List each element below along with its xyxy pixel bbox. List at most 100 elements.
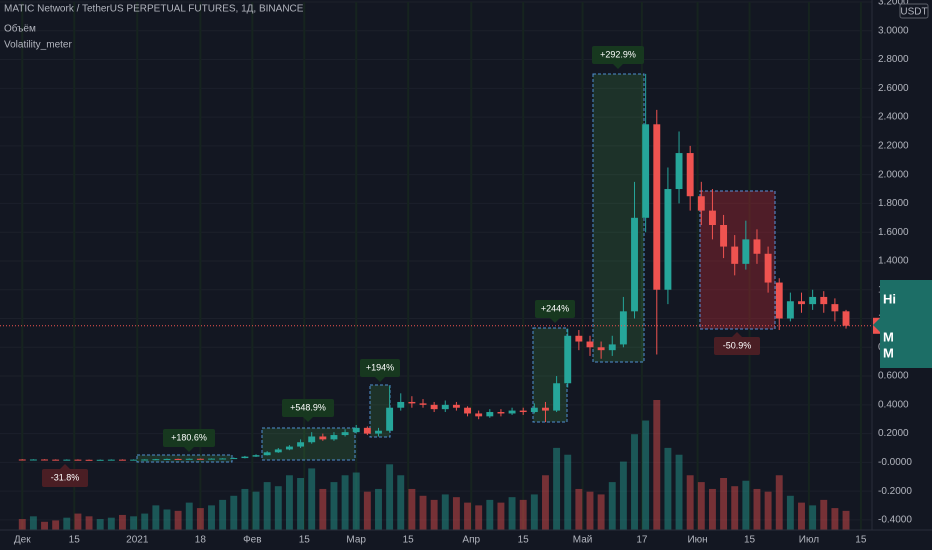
volume-bar bbox=[708, 488, 716, 530]
volume-bar bbox=[731, 486, 739, 530]
volume-bar bbox=[530, 494, 538, 530]
y-tick-label: 2.2000 bbox=[878, 141, 909, 152]
candle-body bbox=[553, 383, 561, 411]
candle-body bbox=[85, 459, 93, 461]
volume-bar bbox=[452, 497, 460, 530]
volume-bar bbox=[185, 502, 193, 530]
candle-body bbox=[330, 435, 338, 440]
volume-bar bbox=[475, 505, 483, 530]
candle-body bbox=[18, 459, 26, 461]
y-tick-label: 2.0000 bbox=[878, 169, 909, 180]
candle-body bbox=[475, 413, 483, 417]
candle-body bbox=[41, 459, 48, 461]
volume-bar bbox=[52, 520, 60, 530]
range-label-bg bbox=[535, 300, 575, 318]
candle-body bbox=[809, 296, 817, 305]
volume-bar bbox=[764, 491, 772, 530]
y-tick-label: 3.0000 bbox=[878, 25, 909, 36]
candle-body bbox=[352, 427, 360, 433]
candle-body bbox=[564, 335, 572, 384]
volume-bar bbox=[386, 464, 394, 530]
currency-label: USDT bbox=[900, 7, 927, 18]
candle-body bbox=[664, 189, 672, 290]
candle-body bbox=[786, 301, 794, 319]
range-label-bg bbox=[282, 399, 334, 417]
volume-bar bbox=[553, 447, 561, 530]
y-tick-label: 0.6000 bbox=[878, 371, 909, 382]
side-label-box bbox=[880, 280, 932, 368]
range-label: -50.9% bbox=[723, 340, 752, 350]
volume-bar bbox=[653, 400, 661, 530]
volume-bar bbox=[608, 482, 616, 530]
range-label-pointer bbox=[184, 447, 194, 452]
x-tick-label: Июн bbox=[687, 535, 707, 546]
x-tick-label: Апр bbox=[462, 535, 480, 546]
candle-body bbox=[252, 455, 260, 457]
x-tick-label: Май bbox=[573, 535, 593, 546]
y-tick-label: 2.8000 bbox=[878, 54, 909, 65]
candle-body bbox=[642, 124, 650, 218]
volume-bar bbox=[697, 482, 705, 530]
candle-body bbox=[831, 304, 839, 312]
candle-body bbox=[241, 456, 249, 459]
volume-bar bbox=[285, 475, 293, 530]
candle-body bbox=[464, 407, 471, 414]
side-label: Hi bbox=[883, 291, 896, 306]
candle-body bbox=[441, 404, 449, 410]
volume-bar bbox=[130, 516, 138, 530]
candle-body bbox=[397, 401, 405, 408]
candle-body bbox=[208, 458, 215, 460]
side-label-pointer bbox=[873, 318, 880, 332]
candle-body bbox=[753, 239, 761, 254]
range-label: +180.6% bbox=[171, 432, 207, 442]
candle-body bbox=[297, 442, 305, 447]
volume-bar bbox=[664, 447, 672, 530]
volume-bar bbox=[174, 510, 182, 530]
indicator-label: Объём bbox=[4, 23, 36, 35]
volume-bar bbox=[619, 461, 627, 530]
x-tick-label: Июл bbox=[799, 535, 819, 546]
candle-body bbox=[675, 153, 683, 190]
candle-body bbox=[842, 311, 850, 326]
volume-bar bbox=[352, 472, 360, 530]
volume-bar bbox=[397, 475, 405, 530]
volume-bar bbox=[464, 502, 471, 530]
candle-body bbox=[107, 459, 115, 461]
x-tick-label: 18 bbox=[195, 535, 207, 546]
volume-bar bbox=[85, 516, 93, 530]
x-tick-label: 15 bbox=[744, 535, 756, 546]
volume-bar bbox=[18, 519, 26, 530]
volume-bar bbox=[675, 454, 683, 530]
range-box bbox=[532, 327, 568, 423]
range-box bbox=[261, 427, 356, 461]
range-label-bg bbox=[42, 469, 88, 487]
volume-bar bbox=[686, 475, 694, 530]
candle-body bbox=[29, 459, 37, 461]
volume-bar bbox=[508, 497, 516, 530]
range-label-bg bbox=[714, 337, 760, 355]
candle-body bbox=[775, 282, 783, 319]
candle-body bbox=[285, 446, 293, 450]
range-label: +548.9% bbox=[290, 402, 326, 412]
volume-bar bbox=[820, 499, 828, 530]
volume-bar bbox=[575, 488, 583, 530]
volume-bar bbox=[831, 508, 839, 530]
range-label: +292.9% bbox=[600, 49, 636, 59]
candle-body bbox=[375, 430, 382, 434]
y-tick-label: -0.0000 bbox=[878, 457, 912, 468]
volume-bar bbox=[775, 475, 783, 530]
candle-body bbox=[697, 196, 705, 211]
volume-bar bbox=[41, 521, 48, 530]
candle-body bbox=[519, 410, 527, 413]
chart-title: MATIC Network / TetherUS PERPETUAL FUTUR… bbox=[4, 4, 304, 15]
range-label-bg bbox=[163, 429, 215, 447]
x-tick-label: 15 bbox=[299, 535, 311, 546]
volume-bar bbox=[842, 510, 850, 530]
candle-body bbox=[731, 246, 739, 264]
volume-bar bbox=[542, 475, 549, 530]
candle-body bbox=[619, 311, 627, 345]
candle-body bbox=[141, 459, 149, 461]
